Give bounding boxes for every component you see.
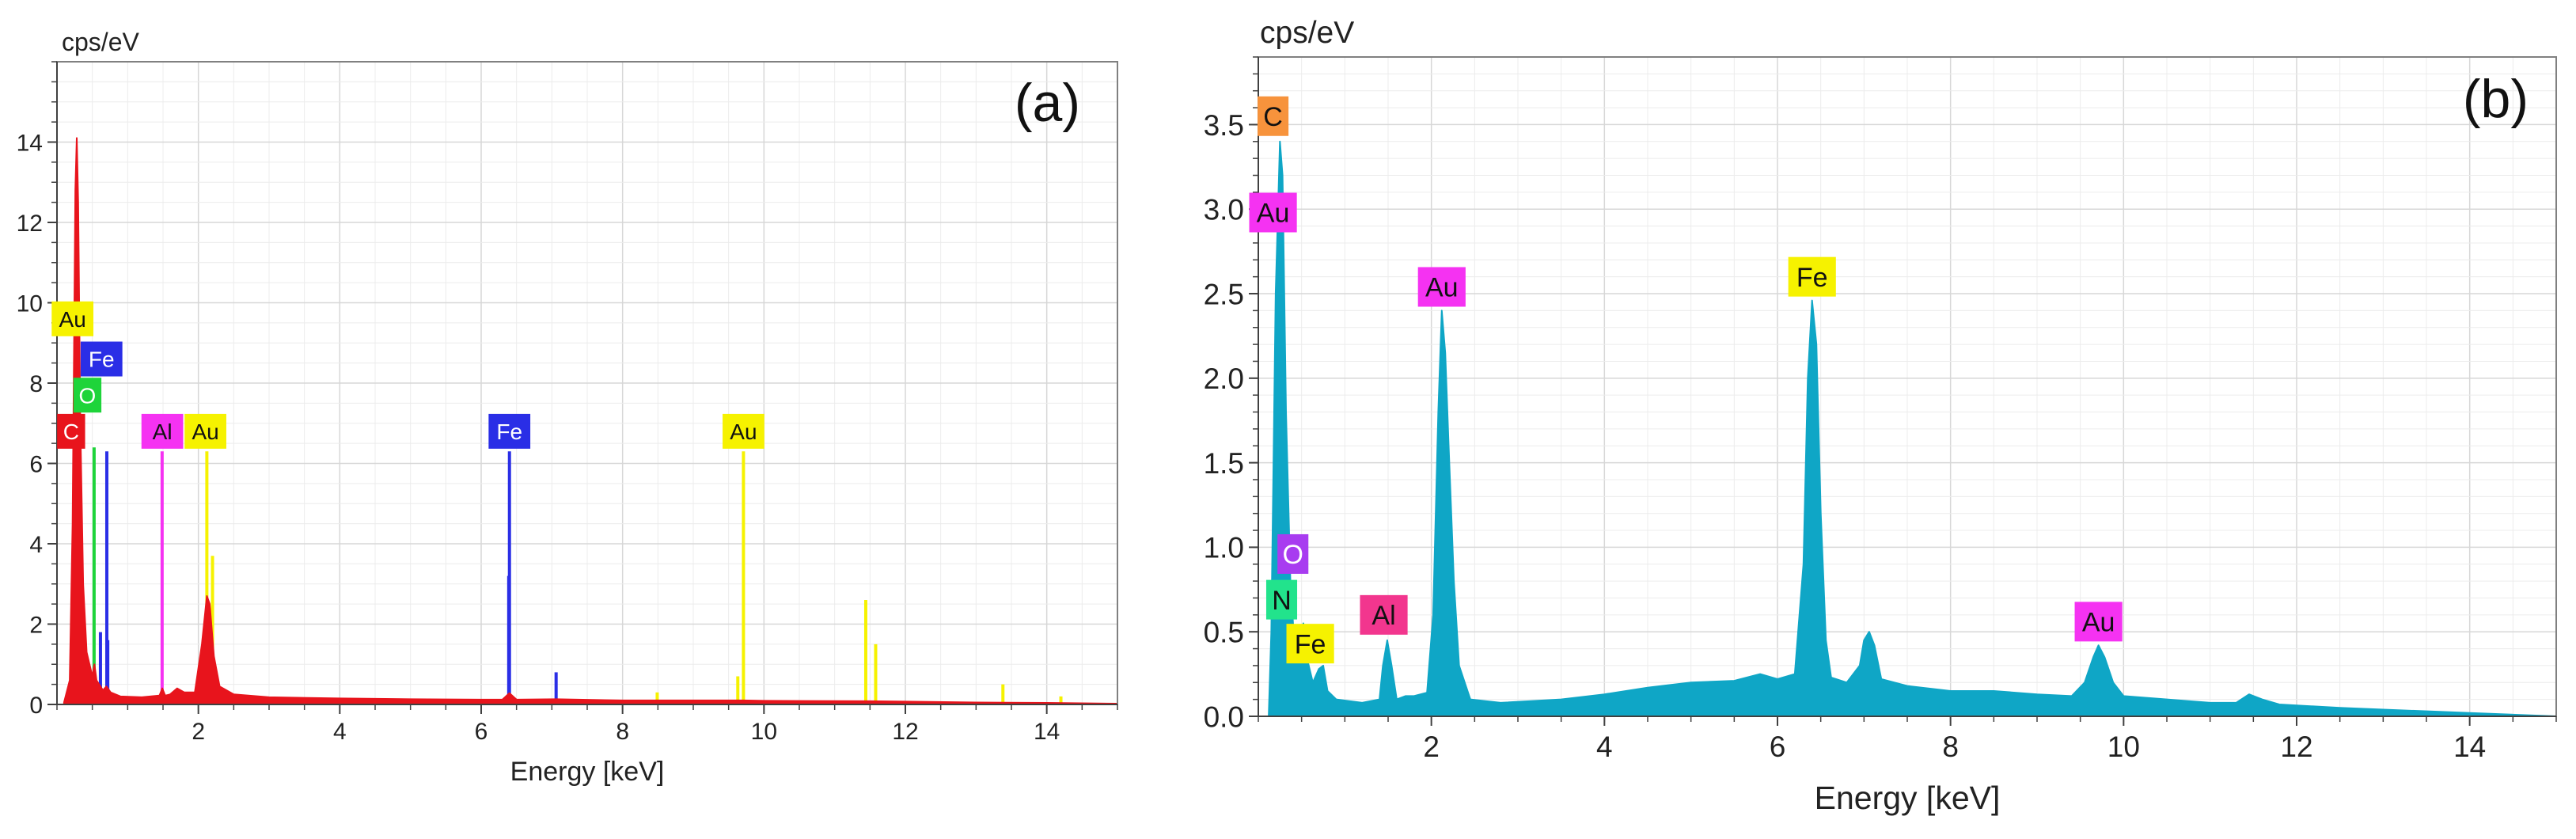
element-label-box [2074,602,2123,642]
element-label-text: O [79,383,97,408]
y-axis-title: cps/eV [1260,16,1354,50]
y-tick-label: 1.0 [1204,532,1244,564]
y-tick-label: 0 [29,693,43,719]
chart-panel-a: 2 4 6 8 10 12 14 0 2 4 6 8 10 12 14 cps/eV Energy [keV] (… [0,0,1132,835]
element-label-box [1417,267,1466,307]
x-tick-label: 14 [2453,731,2486,763]
element-label-c: C [1258,96,1289,136]
element-label-box [73,378,102,413]
element-label-c: C [57,413,85,449]
element-label-box [141,413,184,449]
element-label-text: N [1272,586,1292,616]
element-label-box [1249,192,1297,233]
y-tick-label: 10 [17,290,43,317]
element-label-text: Fe [1796,263,1828,293]
element-label-fe: Fe [1788,256,1836,297]
element-label-box [184,413,226,449]
grid [1258,56,2557,717]
y-tick-label: 3.0 [1204,194,1244,226]
x-tick-label: 2 [192,719,205,745]
x-tick-label: 14 [1034,719,1060,745]
y-tick-label: 3.5 [1204,109,1244,142]
panel-label: (b) [2463,69,2529,129]
element-label-box [1277,533,1309,574]
element-label-box [51,301,94,336]
element-label-text: Au [192,420,218,444]
element-label-au: Au [2074,602,2123,642]
y-tick-label: 1.5 [1204,447,1244,480]
element-label-au: Au [51,301,94,336]
element-label-n: N [1265,579,1298,620]
x-tick-label: 8 [1942,731,1959,763]
element-label-text: C [1263,102,1283,132]
element-label-box [80,341,123,377]
element-label-box [488,413,531,449]
element-label-au: Au [1249,192,1297,233]
element-label-au: Au [1417,267,1466,307]
chart-b-svg: 2 4 6 8 10 12 14 0.0 0.5 1.0 1.5 2.0 2.5 3.0 3.5 cps/eV… [1204,16,2557,816]
spectrum-series [63,137,1118,705]
element-label-box [1258,96,1289,136]
y-tick-label: 2.5 [1204,278,1244,310]
x-tick-label: 10 [751,719,777,745]
element-label-al: Al [141,413,184,449]
x-tick-label: 6 [475,719,488,745]
element-label-text: Al [153,420,173,444]
element-label-box [723,413,764,449]
element-label-text: O [1283,540,1303,570]
element-label-au: Au [184,413,226,449]
y-tick-label: 12 [17,211,43,237]
element-label-text: Au [1425,273,1459,303]
x-tick-label: 2 [1423,731,1440,763]
chart-panel-b: 2 4 6 8 10 12 14 0.0 0.5 1.0 1.5 2.0 2.5 3.0 3.5 cps/eV… [1148,0,2576,835]
x-tick-label: 10 [2107,731,2140,763]
y-tick-label: 0.0 [1204,700,1244,733]
panel-label: (a) [1015,73,1080,133]
element-label-text: Fe [1295,629,1326,659]
grid [56,61,1118,705]
y-axis-title: cps/eV [62,28,139,56]
y-tick-label: 8 [29,371,43,397]
x-tick-label: 12 [2280,731,2312,763]
element-label-text: Fe [496,420,522,444]
element-label-box [1265,579,1298,620]
element-label-box [1788,256,1836,297]
element-label-box [57,413,85,449]
element-label-fe: Fe [488,413,531,449]
chart-a-svg: 2 4 6 8 10 12 14 0 2 4 6 8 10 12 14 cps/eV Energy [keV] (… [17,28,1118,787]
y-tick-label: 4 [29,532,43,558]
y-tick-label: 2.0 [1204,363,1244,395]
x-tick-label: 6 [1770,731,1786,763]
element-label-text: Au [1257,199,1290,229]
y-tick-label: 0.5 [1204,617,1244,649]
x-axis-title: Energy [keV] [510,757,665,787]
element-label-text: C [63,420,79,444]
x-axis-title: Energy [keV] [1815,780,2001,816]
element-label-box [1360,594,1408,635]
element-label-o: O [73,378,102,413]
element-label-text: Au [730,420,757,444]
element-label-o: O [1277,533,1309,574]
spectrum-series [1268,140,2557,717]
y-tick-label: 6 [29,451,43,477]
element-label-box [1286,624,1334,664]
x-tick-label: 8 [616,719,629,745]
element-label-text: Fe [89,347,115,372]
element-label-fe: Fe [1286,624,1334,664]
x-tick-label: 4 [1596,731,1613,763]
x-tick-label: 12 [892,719,918,745]
element-label-al: Al [1360,594,1408,635]
element-label-text: Au [59,307,86,332]
element-label-fe: Fe [80,341,123,377]
element-label-au: Au [723,413,764,449]
x-tick-label: 4 [333,719,347,745]
y-tick-label: 14 [17,130,43,156]
element-label-text: Al [1371,601,1395,631]
y-tick-label: 2 [29,612,43,638]
element-label-text: Au [2082,608,2115,638]
